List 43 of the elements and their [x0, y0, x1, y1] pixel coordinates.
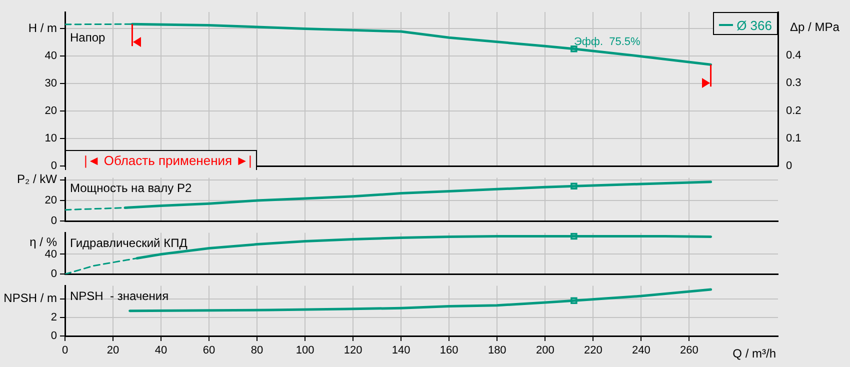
- x-tick-label: 100: [296, 344, 314, 357]
- chart-title: Гидравлический КПД: [70, 236, 188, 250]
- x-tick-label: 80: [250, 344, 264, 357]
- y-tick-label: 0: [50, 160, 57, 172]
- x-tick-label: 120: [344, 344, 362, 357]
- y2-tick-label: 0: [786, 160, 792, 172]
- y-axis-title: NPSH / m: [4, 291, 57, 306]
- y-tick-label: 0: [50, 268, 57, 280]
- x-axis-title: Q / m³/h: [732, 346, 776, 360]
- chart-title: NPSH - значения: [70, 289, 169, 304]
- y2-tick-label: 0.3: [786, 77, 802, 90]
- y-tick-label: 30: [44, 78, 57, 90]
- y-tick-label: 10: [44, 132, 57, 145]
- x-tick-label: 20: [106, 344, 120, 357]
- x-tick-label: 180: [488, 344, 506, 357]
- y-tick-label: 0: [50, 215, 57, 228]
- x-tick-label: 240: [632, 344, 650, 357]
- x-tick-label: 0: [62, 344, 68, 357]
- x-tick-label: 60: [202, 344, 216, 357]
- x-tick-label: 40: [154, 344, 168, 357]
- y-tick-label: 0: [50, 330, 57, 342]
- x-tick-label: 220: [584, 344, 602, 357]
- y-tick-label: 20: [44, 194, 57, 207]
- y-axis-title: H / m: [28, 20, 57, 35]
- y-tick-label: 2: [50, 311, 57, 324]
- y2-tick-label: 0.4: [786, 49, 802, 62]
- y2-axis-title: Δp / MPa: [790, 20, 840, 34]
- annotation: |◄ Область применения ►|: [65, 150, 257, 170]
- x-tick-label: 160: [440, 344, 458, 357]
- y2-tick-label: 0.1: [786, 132, 802, 144]
- chart-title: Мощность на валу P2: [70, 181, 192, 196]
- x-tick-label: 140: [392, 344, 410, 357]
- y-tick-label: 40: [44, 248, 57, 260]
- text: Напор: [70, 30, 106, 44]
- x-tick-label: 260: [680, 344, 698, 357]
- y-tick-label: 40: [44, 50, 57, 62]
- y-axis-title: P₂ / kW: [17, 172, 58, 186]
- y-axis-title: η / %: [30, 235, 58, 250]
- y-tick-label: 20: [44, 105, 57, 118]
- x-tick-label: 200: [536, 344, 554, 357]
- legend-label: Ø 366: [736, 18, 772, 32]
- y2-tick-label: 0.2: [786, 104, 802, 117]
- annotation: Эфф. 75.5%: [574, 36, 641, 48]
